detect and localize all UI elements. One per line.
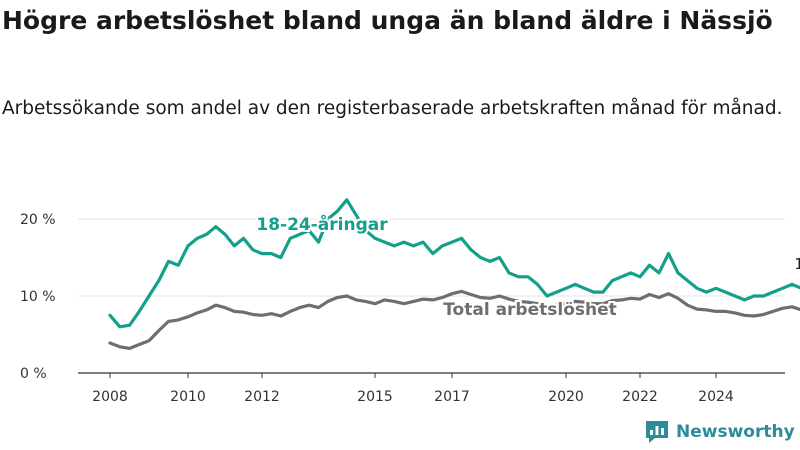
brand-name: Newsworthy xyxy=(676,422,795,442)
x-tick-label: 2020 xyxy=(548,389,584,405)
series-line-18-24 xyxy=(108,198,800,329)
end-value-label-18-24: 11,4 % xyxy=(794,255,800,273)
y-tick-label: 10 % xyxy=(20,289,56,305)
chart-subtitle: Arbetssökande som andel av den registerb… xyxy=(2,98,783,119)
chart-title: Högre arbetslöshet bland unga än bland ä… xyxy=(2,6,773,35)
x-tick-label: 2008 xyxy=(92,389,128,405)
series-label-18-24: 18-24-åringar xyxy=(256,213,388,235)
x-tick-label: 2012 xyxy=(244,389,280,405)
newsworthy-logo: Newsworthy xyxy=(644,419,795,445)
x-tick-label: 2022 xyxy=(622,389,658,405)
x-tick-label: 2015 xyxy=(357,389,393,405)
series-label-total: Total arbetslöshet xyxy=(443,300,617,320)
y-tick-label: 0 % xyxy=(20,366,47,382)
y-tick-label: 20 % xyxy=(20,212,56,228)
series-line-total xyxy=(108,289,800,350)
x-tick-label: 2024 xyxy=(698,389,734,405)
x-tick-label: 2010 xyxy=(170,389,206,405)
x-tick-label: 2017 xyxy=(434,389,470,405)
bar-chart-speech-bubble-icon xyxy=(646,421,668,443)
